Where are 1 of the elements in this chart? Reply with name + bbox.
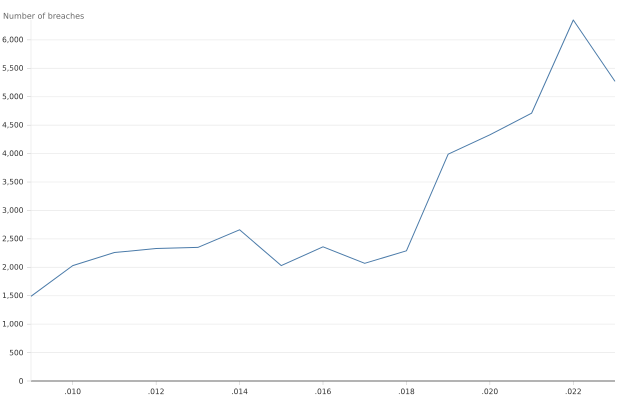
line-series xyxy=(30,19,616,297)
